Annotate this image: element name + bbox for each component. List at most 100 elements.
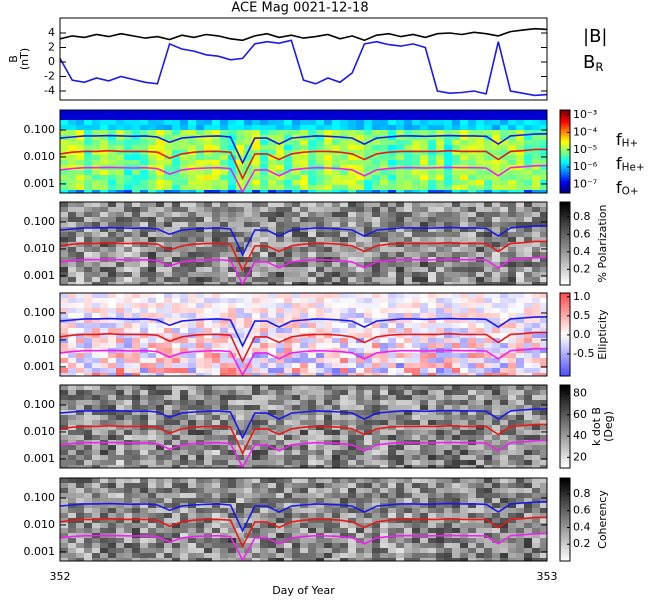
spectrogram-cell (124, 523, 132, 528)
spectrogram-cell (404, 145, 412, 150)
spectrogram-cell (196, 430, 204, 435)
spectrogram-cell (436, 465, 444, 468)
spectrogram-cell (476, 400, 484, 405)
spectrogram-cell (508, 343, 516, 348)
spectrogram-cell (388, 313, 396, 318)
spectrogram-cell (284, 488, 292, 493)
spectrogram-cell (372, 358, 380, 363)
spectrogram-cell (380, 385, 388, 390)
spectrogram-cell (196, 338, 204, 343)
spectrogram-cell (108, 237, 116, 242)
spectrogram-cell (284, 232, 292, 237)
spectrogram-cell (100, 207, 108, 212)
spectrogram-cell (92, 455, 100, 460)
spectrogram-cell (388, 358, 396, 363)
spectrogram-cell (76, 483, 84, 488)
spectrogram-cell (516, 185, 524, 190)
spectrogram-cell (100, 415, 108, 420)
spectrogram-cell (180, 298, 188, 303)
spectrogram-cell (388, 257, 396, 262)
spectrogram-cell (260, 508, 268, 513)
spectrogram-cell (244, 503, 252, 508)
spectrogram-cell (244, 400, 252, 405)
spectrogram-cell (236, 390, 244, 395)
spectrogram-cell (140, 493, 148, 498)
spectrogram-cell (468, 298, 476, 303)
spectrogram-cell (212, 232, 220, 237)
spectrogram-cell (476, 155, 484, 160)
spectrogram-cell (540, 185, 547, 190)
spectrogram-cell (156, 518, 164, 523)
spectrogram-cell (132, 277, 140, 282)
spectrogram-cell (540, 247, 547, 252)
spectrogram-cell (276, 232, 284, 237)
spectrogram-cell (340, 180, 348, 185)
spectrogram-cell (236, 415, 244, 420)
spectrogram-cell (292, 513, 300, 518)
spectrogram-cell (276, 385, 284, 390)
spectrogram-cell (180, 120, 188, 125)
spectrogram-cell (108, 493, 116, 498)
spectrogram-cell (148, 343, 156, 348)
colorbar-slice (560, 168, 570, 171)
spectrogram-cell (252, 207, 260, 212)
spectrogram-cell (268, 333, 276, 338)
spectrogram-cell (468, 415, 476, 420)
spectrogram-cell (148, 272, 156, 277)
spectrogram-cell (348, 435, 356, 440)
spectrogram-cell (148, 298, 156, 303)
spectrogram-cell (124, 528, 132, 533)
spectrogram-cell (540, 222, 547, 227)
spectrogram-cell (308, 252, 316, 257)
spectrogram-cell (84, 145, 92, 150)
spectrogram-cell (132, 308, 140, 313)
spectrogram-cell (92, 553, 100, 558)
spectrogram-cell (68, 272, 76, 277)
spectrogram-cell (156, 120, 164, 125)
spectrogram-cell (76, 445, 84, 450)
spectrogram-cell (532, 277, 540, 282)
colorbar-slice (560, 351, 570, 354)
spectrogram-cell (332, 445, 340, 450)
spectrogram-cell (60, 390, 68, 395)
spectrogram-cell (316, 282, 324, 285)
spectrogram-cell (252, 242, 260, 247)
spectrogram-cell (220, 145, 228, 150)
spectrogram-cell (324, 125, 332, 130)
spectrogram-cell (172, 308, 180, 313)
spectrogram-cell (180, 488, 188, 493)
spectrogram-cell (316, 247, 324, 252)
spectrogram-cell (300, 343, 308, 348)
spectrogram-cell (276, 130, 284, 135)
spectrogram-cell (220, 508, 228, 513)
spectrogram-cell (396, 338, 404, 343)
spectrogram-cell (188, 160, 196, 165)
spectrogram-cell (84, 523, 92, 528)
frame (59, 109, 548, 194)
spectrogram-cell (436, 185, 444, 190)
spectrogram-cell (116, 395, 124, 400)
spectrogram-cell (340, 363, 348, 368)
spectrogram-cell (188, 170, 196, 175)
spectrogram-cell (284, 430, 292, 435)
spectrogram-cell (324, 483, 332, 488)
spectrogram-cell (252, 538, 260, 543)
spectrogram-cell (380, 237, 388, 242)
spectrogram-cell (148, 115, 156, 120)
spectrogram-cell (444, 212, 452, 217)
spectrogram-cell (284, 115, 292, 120)
spectrogram-cell (204, 303, 212, 308)
spectrogram-cell (364, 395, 372, 400)
spectrogram-cell (292, 460, 300, 465)
spectrogram-cell (436, 170, 444, 175)
spectrogram-cell (516, 400, 524, 405)
spectrogram-cell (220, 222, 228, 227)
spectrogram-cell (68, 435, 76, 440)
spectrogram-cell (404, 170, 412, 175)
spectrogram-cell (292, 140, 300, 145)
spectrogram-cell (220, 135, 228, 140)
spectrogram-cell (300, 338, 308, 343)
spectrogram-cell (436, 415, 444, 420)
spectrogram-cell (500, 390, 508, 395)
spectrogram-cell (484, 202, 492, 207)
